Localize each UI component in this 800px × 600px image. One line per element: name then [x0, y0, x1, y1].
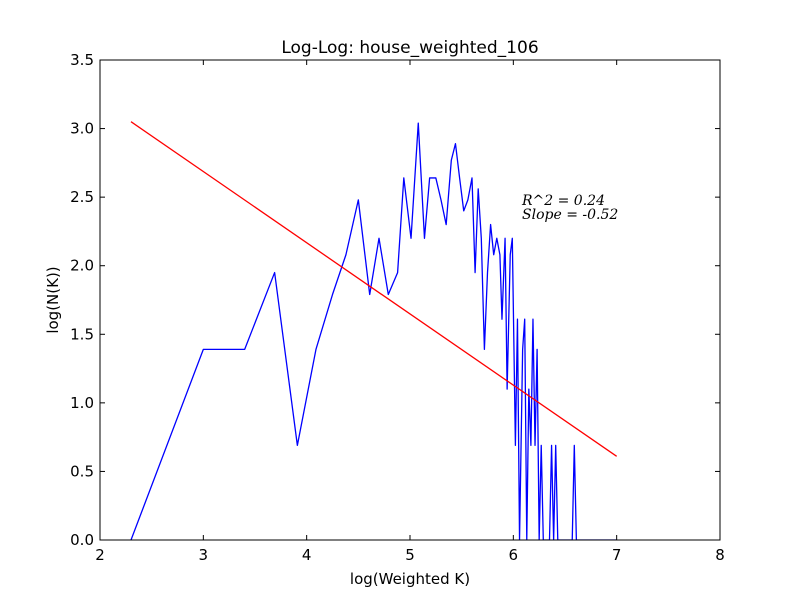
y-tick-label: 3.5 — [70, 51, 94, 69]
x-tick-label: 5 — [405, 546, 415, 564]
y-tick-label: 2.5 — [70, 188, 94, 206]
ticks-layer: 2 3 4 5 6 7 8 0.0 0.5 1.0 1.5 2.0 2.5 3.0 3.5 — [70, 51, 725, 564]
x-tick-label: 8 — [715, 546, 725, 564]
x-tick-label: 3 — [199, 546, 209, 564]
r-squared-annotation: R^2 = 0.24 — [521, 193, 605, 209]
chart-title: Log-Log: house_weighted_106 — [281, 38, 538, 58]
slope-annotation: Slope = -0.52 — [522, 207, 618, 223]
y-tick-label: 0.0 — [70, 531, 94, 549]
y-axis-label: log(N(K)) — [44, 266, 62, 333]
y-tick-label: 1.5 — [70, 325, 94, 343]
fit-line — [130, 121, 618, 457]
x-axis-label: log(Weighted K) — [350, 570, 470, 588]
x-tick-label: 6 — [509, 546, 519, 564]
fit-annotation: R^2 = 0.24 Slope = -0.52 — [521, 193, 618, 223]
y-tick-label: 0.5 — [70, 462, 94, 480]
x-tick-label: 7 — [612, 546, 622, 564]
y-tick-label: 3.0 — [70, 120, 94, 138]
y-tick-label: 1.0 — [70, 394, 94, 412]
y-tick-label: 2.0 — [70, 257, 94, 275]
x-tick-label: 2 — [95, 546, 105, 564]
plot-area — [100, 60, 720, 540]
series-layer — [130, 121, 618, 540]
x-tick-label: 4 — [302, 546, 312, 564]
distribution-line — [130, 122, 617, 540]
